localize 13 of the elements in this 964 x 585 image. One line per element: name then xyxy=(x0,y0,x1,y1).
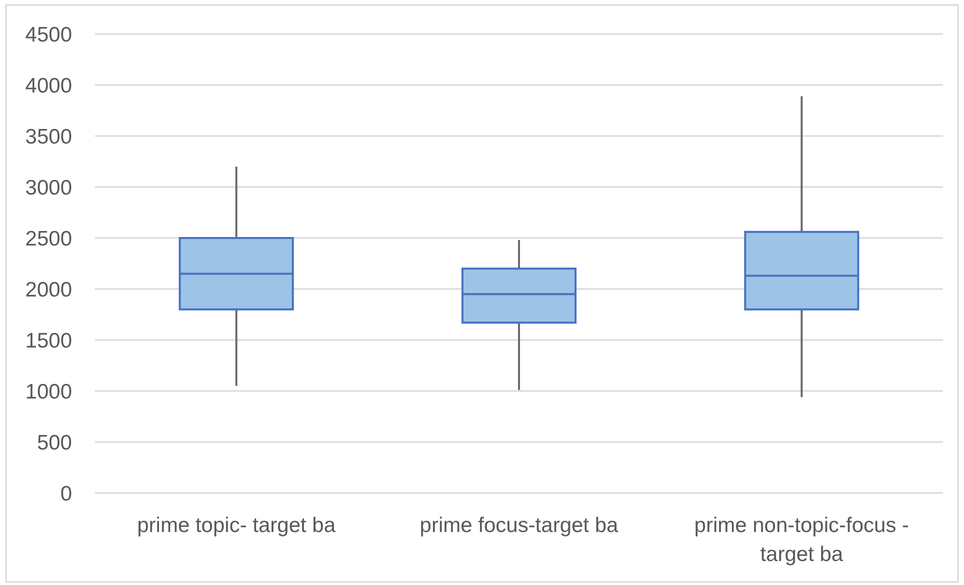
y-tick-label: 3000 xyxy=(25,176,72,200)
y-tick-label: 500 xyxy=(36,431,72,454)
x-tick-label: prime non-topic-focus - target ba xyxy=(694,514,910,566)
y-tick-label: 2500 xyxy=(25,227,72,250)
y-tick-label: 4000 xyxy=(25,74,72,98)
y-tick-label: 2000 xyxy=(25,278,72,302)
y-tick-label: 0 xyxy=(60,482,72,506)
y-tick-label: 3500 xyxy=(25,125,72,148)
y-tick-label: 1500 xyxy=(25,329,72,352)
y-tick-label: 1000 xyxy=(25,380,72,404)
y-tick-label: 4500 xyxy=(25,23,72,46)
x-tick-label: prime topic- target ba xyxy=(137,514,336,537)
x-tick-label: prime focus-target ba xyxy=(420,514,619,537)
